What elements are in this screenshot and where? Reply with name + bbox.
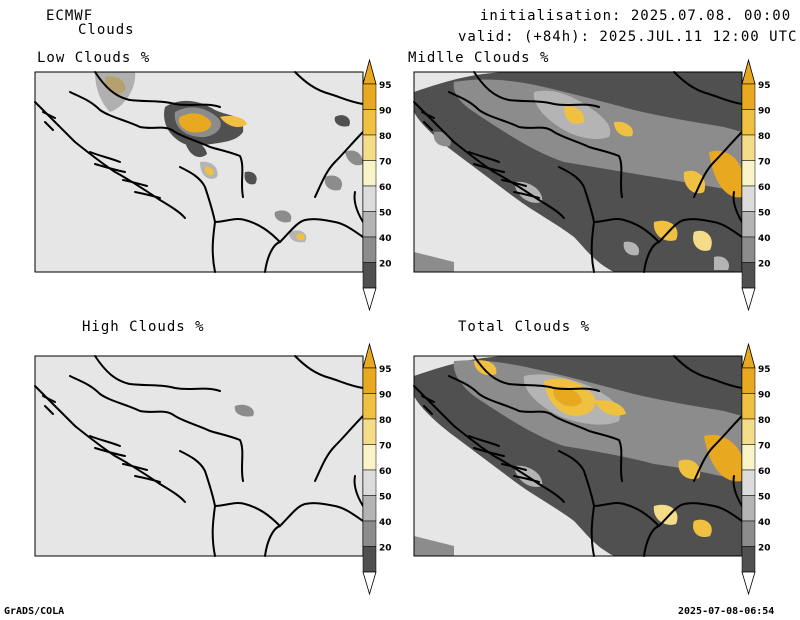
colorbar-segment — [362, 393, 377, 420]
panel-title-high: High Clouds % — [82, 319, 205, 335]
colorbar-tick-label: 60 — [379, 467, 392, 477]
colorbar-segment — [741, 160, 756, 187]
colorbar-segment — [362, 469, 377, 496]
colorbar-bottom-arrow — [362, 571, 377, 596]
colorbar-segment — [362, 83, 377, 110]
panel-total-map — [413, 355, 743, 557]
colorbar-segment — [741, 469, 756, 496]
product-name: Clouds — [78, 22, 135, 38]
valid-time: valid: (+84h): 2025.JUL.11 12:00 UTC — [458, 29, 798, 45]
init-time: initialisation: 2025.07.08. 00:00 UTC — [480, 8, 800, 24]
colorbar-segment — [741, 211, 756, 238]
colorbar-segment — [362, 495, 377, 522]
colorbar-tick-label: 40 — [379, 518, 392, 528]
panel-title-middle: Midlle Clouds % — [408, 50, 550, 66]
colorbar-segment — [362, 236, 377, 263]
colorbar-tick-label: 70 — [758, 442, 771, 452]
colorbar-segment — [362, 160, 377, 187]
colorbar-segment — [741, 444, 756, 471]
colorbar-tick-label: 60 — [758, 183, 771, 193]
colorbar-tick-label: 20 — [758, 544, 771, 554]
colorbar-tick-label: 40 — [379, 234, 392, 244]
colorbar-segment — [362, 418, 377, 445]
colorbar-tick-label: 50 — [758, 493, 771, 503]
colorbar-top-arrow — [362, 342, 377, 369]
panel-title-total: Total Clouds % — [458, 319, 591, 335]
colorbar-tick-label: 50 — [379, 493, 392, 503]
colorbar-segment — [741, 520, 756, 547]
colorbar-tick-label: 50 — [379, 209, 392, 219]
footer-timestamp: 2025-07-08-06:54 — [678, 606, 775, 617]
colorbar-tick-label: 80 — [379, 416, 392, 426]
colorbar-bottom-arrow — [741, 571, 756, 596]
colorbar-tick-label: 50 — [758, 209, 771, 219]
colorbar-top-arrow — [362, 58, 377, 85]
colorbar-tick-label: 40 — [758, 234, 771, 244]
colorbar-tick-label: 95 — [379, 81, 392, 91]
colorbar-tick-label: 80 — [379, 132, 392, 142]
colorbar-tick-label: 20 — [379, 544, 392, 554]
panel-middle-map — [413, 71, 743, 273]
colorbar-segment — [741, 495, 756, 522]
colorbar-tick-label: 60 — [758, 467, 771, 477]
colorbar-segment — [362, 367, 377, 394]
colorbar-segment — [362, 262, 377, 289]
colorbar-bottom-arrow — [741, 287, 756, 312]
colorbar-tick-label: 80 — [758, 132, 771, 142]
colorbar-segment — [362, 444, 377, 471]
colorbar-segment — [362, 185, 377, 212]
colorbar-segment — [741, 83, 756, 110]
colorbar-tick-label: 60 — [379, 183, 392, 193]
colorbar-tick-label: 70 — [379, 158, 392, 168]
colorbar-segment — [741, 393, 756, 420]
colorbar-tick-label: 20 — [758, 260, 771, 270]
colorbar-tick-label: 95 — [758, 365, 771, 375]
colorbar-tick-label: 80 — [758, 416, 771, 426]
panel-high-map — [34, 355, 364, 557]
colorbar-segment — [741, 185, 756, 212]
colorbar-tick-label: 95 — [379, 365, 392, 375]
colorbar-segment — [362, 134, 377, 161]
colorbar-top-arrow — [741, 342, 756, 369]
model-name: ECMWF — [46, 8, 94, 24]
colorbar-segment — [362, 546, 377, 573]
colorbar-top-arrow — [741, 58, 756, 85]
colorbar-bottom-arrow — [362, 287, 377, 312]
colorbar-segment — [741, 134, 756, 161]
colorbar-tick-label: 40 — [758, 518, 771, 528]
panel-low-map — [34, 71, 364, 273]
colorbar-tick-label: 20 — [379, 260, 392, 270]
colorbar-tick-label: 90 — [379, 107, 392, 117]
panel-title-low: Low Clouds % — [37, 50, 151, 66]
colorbar-segment — [741, 262, 756, 289]
colorbar-segment — [741, 109, 756, 136]
colorbar-segment — [741, 546, 756, 573]
colorbars: 95 90 80 70 60 50 40 20 95 90 80 70 60 50 40 20 95 90 80 70… — [362, 58, 771, 596]
colorbar-tick-label: 90 — [758, 107, 771, 117]
colorbar-segment — [362, 211, 377, 238]
colorbar-tick-label: 90 — [758, 391, 771, 401]
colorbar-segment — [741, 367, 756, 394]
colorbar-segment — [741, 236, 756, 263]
colorbar-segment — [741, 418, 756, 445]
colorbar-segment — [362, 109, 377, 136]
colorbar-tick-label: 70 — [379, 442, 392, 452]
colorbar-segment — [362, 520, 377, 547]
footer-software: GrADS/COLA — [4, 606, 65, 617]
colorbar-tick-label: 95 — [758, 81, 771, 91]
colorbar-tick-label: 90 — [379, 391, 392, 401]
colorbar-tick-label: 70 — [758, 158, 771, 168]
